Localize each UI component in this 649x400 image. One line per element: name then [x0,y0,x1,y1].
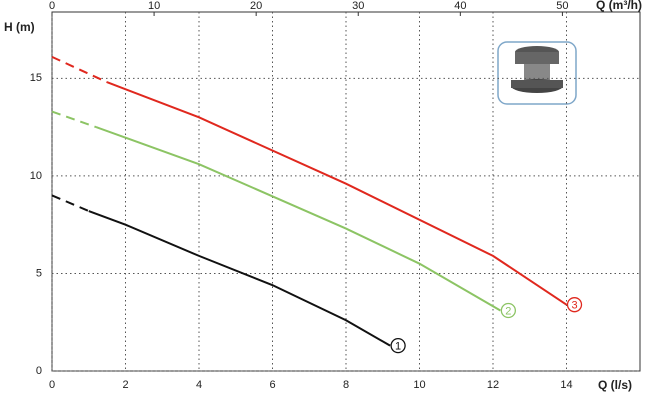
y-tick-label: 10 [30,170,42,182]
y-axis-title: H (m) [4,20,35,34]
x-tick-label: 2 [122,379,128,391]
pump-image [497,41,577,105]
legend-marker [566,297,583,313]
x2-tick-label: 50 [556,0,568,12]
line [95,126,501,312]
x2-axis-title: Q (m³/h) [596,0,642,12]
x-tick-label: 6 [269,379,275,391]
x-tick-label: 14 [560,379,572,391]
x-tick-label: 10 [413,379,425,391]
legend-label: 3 [571,300,577,312]
line [88,210,391,347]
x-tick-label: 12 [487,379,499,391]
x2-tick-label: 0 [49,0,55,12]
line [106,81,568,306]
line-dashed [51,110,97,129]
line-dashed [51,194,90,212]
x2-tick-label: 10 [148,0,160,12]
legend-label: 1 [395,341,401,353]
x-tick-label: 4 [196,379,202,391]
y-tick-label: 15 [30,72,42,84]
x2-tick-label: 20 [250,0,262,12]
y-tick-label: 5 [36,267,42,279]
x2-tick-label: 40 [454,0,466,12]
y-tick-label: 0 [36,365,42,377]
legend-marker [390,337,406,354]
legend-marker [500,302,517,319]
x2-tick-label: 30 [352,0,364,12]
x-axis-title: Q (l/s) [598,378,632,392]
x-tick-label: 0 [49,379,55,391]
x-tick-label: 8 [343,379,349,391]
line-dashed [51,55,108,84]
legend-label: 2 [505,305,511,317]
